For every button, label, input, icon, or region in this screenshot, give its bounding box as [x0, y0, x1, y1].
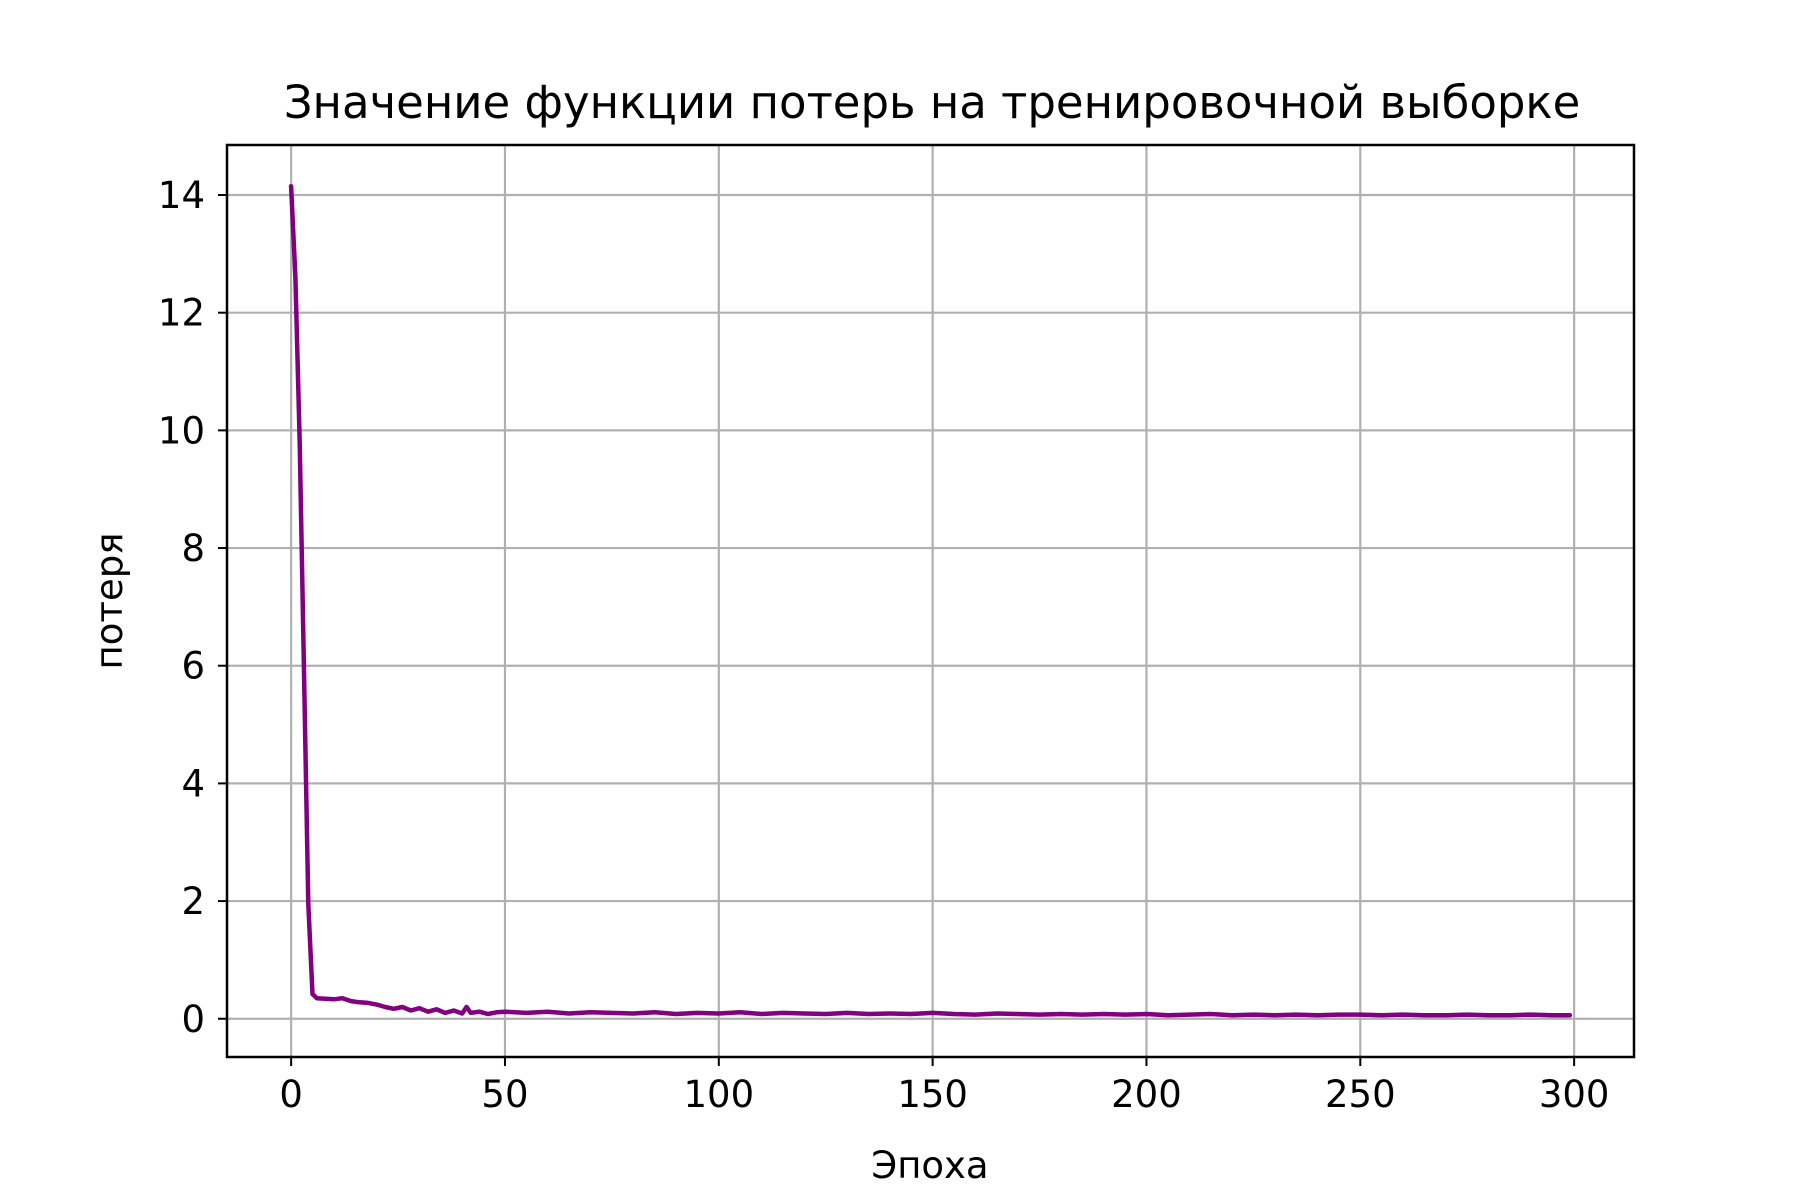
y-axis-label: потеря	[88, 533, 131, 670]
x-tick-label-3: 150	[897, 1073, 968, 1116]
y-tick-label-7: 14	[158, 174, 205, 217]
y-tick-label-5: 10	[158, 409, 205, 452]
series-layer	[288, 183, 1573, 1018]
y-tick-label-4: 8	[181, 527, 205, 570]
x-tick-label-4: 200	[1111, 1073, 1182, 1116]
y-tick-label-3: 6	[181, 645, 205, 688]
x-axis: 0 50 100 150 200 250 300	[279, 1057, 1609, 1116]
x-tick-label-5: 250	[1325, 1073, 1396, 1116]
x-tick-label-0: 0	[279, 1073, 303, 1116]
y-axis: 0 2 4 6 8 10 12 14	[158, 174, 227, 1041]
series-line-0	[288, 183, 1573, 1018]
y-tick-label-2: 4	[181, 762, 205, 805]
x-tick-label-1: 50	[481, 1073, 528, 1116]
y-tick-label-6: 12	[158, 292, 205, 335]
chart-title: Значение функции потерь на тренировочной…	[284, 76, 1581, 129]
plot-frame	[225, 143, 1636, 1059]
x-tick-label-6: 300	[1539, 1073, 1610, 1116]
y-tick-label-1: 2	[181, 880, 205, 923]
grid	[227, 145, 1634, 1057]
x-tick-label-2: 100	[683, 1073, 754, 1116]
x-axis-label: Эпоха	[871, 1144, 988, 1187]
y-tick-label-0: 0	[181, 998, 205, 1041]
